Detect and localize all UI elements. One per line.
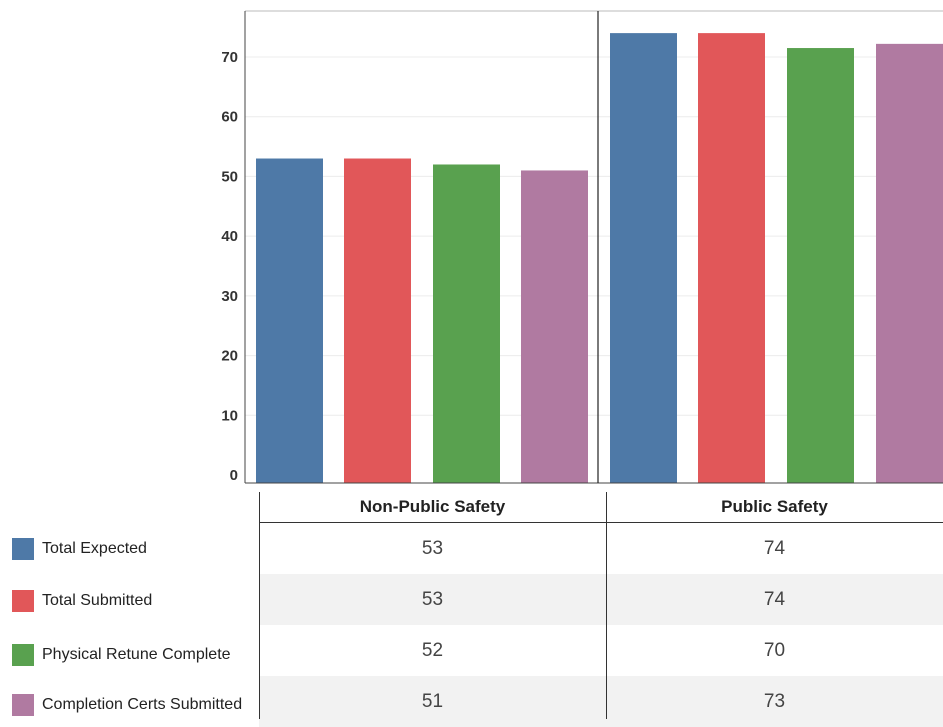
table-column-divider [606, 492, 607, 719]
table-header-row: Non-Public Safety Public Safety [259, 492, 943, 523]
table-cell: 70 [763, 640, 786, 661]
legend-swatch [12, 538, 34, 560]
bar [610, 33, 677, 483]
legend-swatch [12, 590, 34, 612]
table-cell: 51 [421, 691, 444, 712]
table-cell: 73 [763, 691, 786, 712]
legend-swatch [12, 644, 34, 666]
table-cell: 52 [421, 640, 444, 661]
y-tick-label: 70 [221, 49, 238, 66]
y-tick-label: 10 [221, 407, 238, 424]
table-row: 53 74 [259, 574, 943, 625]
y-tick-label: 60 [221, 109, 238, 126]
data-table: Non-Public Safety Public Safety 53 74 53… [259, 492, 943, 727]
table-cell: 53 [421, 589, 444, 610]
table-row: 51 73 [259, 676, 943, 727]
table-cell: 53 [421, 538, 444, 559]
bar [521, 170, 588, 483]
bar [698, 33, 765, 483]
bar-chart: 0 10 20 30 40 50 60 70 [221, 10, 943, 484]
y-tick-label: 30 [221, 288, 238, 305]
table-row: 53 74 [259, 523, 943, 574]
column-header-non-public-safety: Non-Public Safety [359, 497, 506, 516]
table-left-border [259, 492, 260, 719]
legend-label: Physical Retune Complete [42, 646, 231, 663]
legend-label: Completion Certs Submitted [42, 696, 243, 713]
bar [876, 43, 943, 484]
y-tick-label: 50 [221, 168, 238, 185]
bar [787, 48, 854, 484]
legend-swatch [12, 694, 34, 716]
bar [344, 158, 411, 483]
table-row: 52 70 [259, 625, 943, 676]
bar [256, 158, 323, 483]
bar [433, 164, 500, 483]
y-tick-label: 20 [221, 348, 238, 365]
column-header-public-safety: Public Safety [721, 497, 828, 516]
legend-label: Total Submitted [42, 592, 153, 609]
y-tick-label: 0 [230, 467, 238, 484]
table-cell: 74 [763, 589, 786, 610]
legend-label: Total Expected [42, 540, 147, 557]
y-tick-label: 40 [221, 228, 238, 245]
table-cell: 74 [763, 538, 786, 559]
